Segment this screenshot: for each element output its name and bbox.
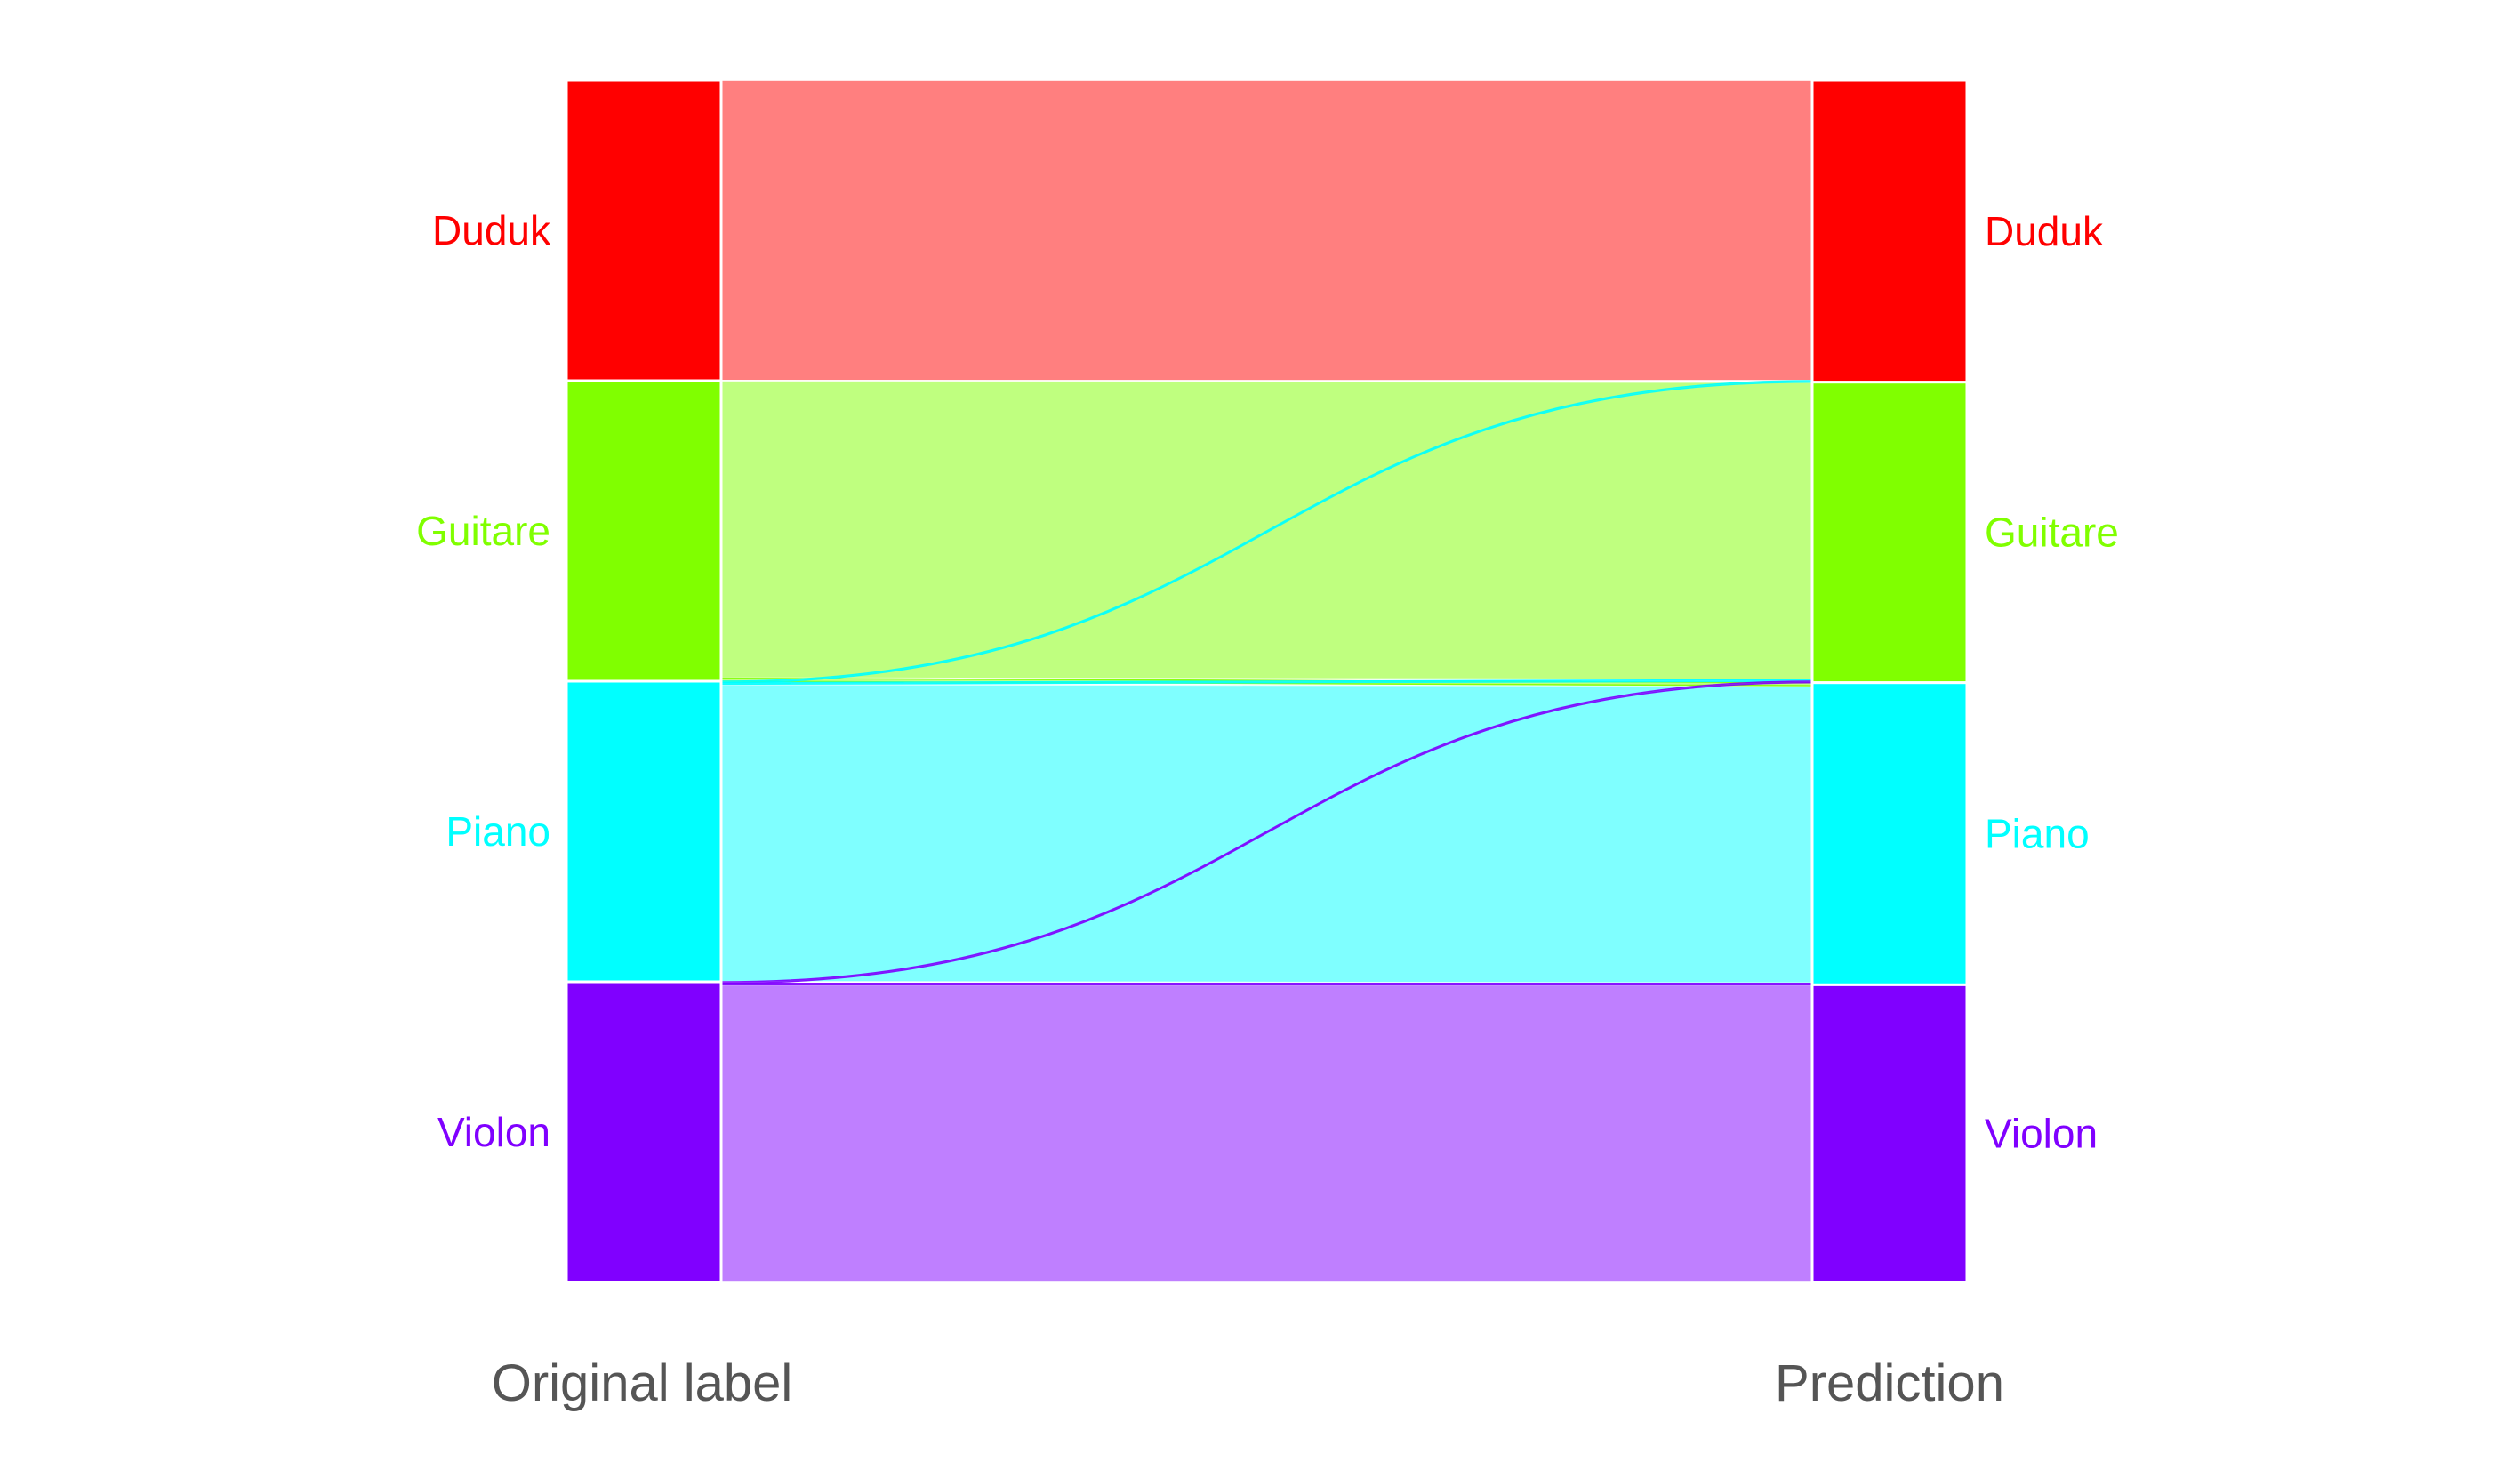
right-stratum-duduk [1810,78,1969,384]
flows-layer [720,78,1813,1284]
strata-layer [565,78,1969,1284]
left-label-piano: Piano [445,808,550,855]
right-label-guitare: Guitare [1985,510,2119,556]
flow-violon-to-piano [720,982,1813,986]
flow-duduk-to-duduk [720,78,1813,382]
left-label-violon: Violon [437,1109,550,1155]
left-stratum-piano [565,679,723,984]
right-stratum-violon [1810,983,1969,1284]
right-stratum-piano [1810,681,1969,986]
left-label-guitare: Guitare [416,508,550,554]
right-stratum-guitare [1810,381,1969,685]
right-label-violon: Violon [1985,1111,2098,1157]
left-stratum-violon [565,980,723,1284]
axis-title-original-label: Original label [492,1354,793,1412]
left-stratum-duduk [565,78,723,382]
axis-title-prediction: Prediction [1775,1354,2004,1412]
flow-violon-to-violon [720,984,1813,1284]
right-label-duduk: Duduk [1985,208,2104,254]
left-stratum-guitare [565,379,723,683]
labels-layer: Duduk Duduk Guitare Guitare Piano Piano Violon… [416,207,2119,1157]
right-label-piano: Piano [1985,811,2090,857]
left-label-duduk: Duduk [432,207,551,253]
